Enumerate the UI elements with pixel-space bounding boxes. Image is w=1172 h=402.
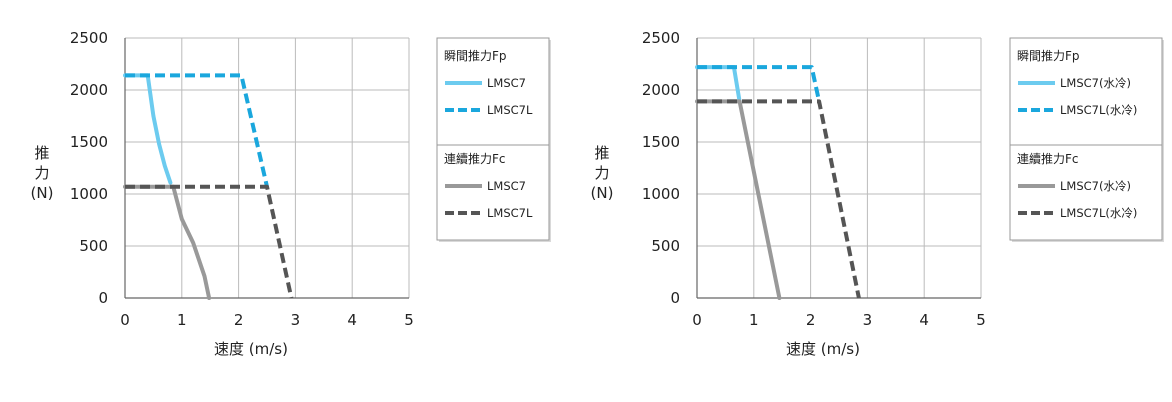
x-tick-label: 4 (919, 311, 929, 329)
x-tick-label: 5 (976, 311, 986, 329)
y-axis-title-line: 推 (594, 144, 609, 162)
y-axis-title-line: (N) (591, 184, 614, 202)
x-tick-label: 2 (234, 311, 244, 329)
x-tick-label: 1 (177, 311, 187, 329)
x-tick-label: 1 (749, 311, 759, 329)
legend-label: LMSC7(水冷) (1060, 76, 1131, 90)
x-tick-label: 3 (863, 311, 873, 329)
series-line (123, 73, 173, 185)
series-line (125, 184, 294, 299)
y-axis-title-line: 推 (34, 144, 49, 162)
legend-label: LMSC7L(水冷) (1060, 206, 1137, 220)
legend-group-title: 瞬間推力Fp (1017, 49, 1080, 63)
legend-group-title: 連續推力Fc (444, 151, 506, 166)
y-tick-label: 2000 (642, 81, 680, 99)
y-tick-label: 2500 (642, 29, 680, 47)
legend-box (436, 37, 550, 241)
series-line (123, 184, 212, 300)
y-axis-title-line: (N) (31, 184, 54, 202)
legend-group-title: 瞬間推力Fp (444, 49, 507, 63)
x-axis-title: 速度 (m/s) (214, 340, 288, 358)
legend: 瞬間推力Fp LMSC7(水冷) LMSC7L(水冷) 連續推力Fc LMSC7(水冷)… (1009, 37, 1164, 242)
y-tick-label: 0 (98, 289, 108, 307)
x-tick-label: 3 (291, 311, 301, 329)
series-line (697, 65, 822, 102)
x-axis-title: 速度 (m/s) (786, 340, 860, 358)
y-tick-label: 500 (79, 237, 108, 255)
legend-group-title: 連續推力Fc (1017, 151, 1079, 166)
legend-box (1009, 37, 1163, 241)
y-axis-title-line: 力 (34, 164, 49, 182)
x-tick-label: 0 (120, 311, 130, 329)
legend: 瞬間推力Fp LMSC7 LMSC7L 連續推力Fc LMSC7 LMSC7L (436, 37, 551, 242)
series-line (697, 99, 861, 299)
series-line (695, 99, 782, 300)
x-tick-label: 0 (692, 311, 702, 329)
y-tick-label: 1500 (642, 133, 680, 151)
y-tick-label: 1000 (70, 185, 108, 203)
y-tick-label: 2000 (70, 81, 108, 99)
legend-label: LMSC7L (487, 103, 533, 117)
x-tick-label: 5 (404, 311, 414, 329)
legend-label: LMSC7(水冷) (1060, 179, 1131, 193)
y-tick-label: 1000 (642, 185, 680, 203)
y-tick-label: 500 (651, 237, 680, 255)
legend-label: LMSC7 (487, 179, 526, 193)
y-tick-label: 1500 (70, 133, 108, 151)
series-line (695, 65, 742, 104)
y-tick-label: 2500 (70, 29, 108, 47)
legend-label: LMSC7L(水冷) (1060, 103, 1137, 117)
x-tick-label: 4 (347, 311, 357, 329)
legend-label: LMSC7L (487, 206, 533, 220)
legend-label: LMSC7 (487, 76, 526, 90)
y-axis-title-line: 力 (594, 164, 609, 182)
series-line (125, 73, 269, 188)
grid (696, 37, 982, 299)
grid (124, 37, 410, 299)
chart-left: 0 500 1000 1500 2000 2500 0 1 2 3 4 5 速度 (m/s) 推力 (N) 瞬… (31, 29, 551, 358)
x-tick-label: 2 (806, 311, 816, 329)
y-tick-label: 0 (670, 289, 680, 307)
chart-right: 0 500 1000 1500 2000 2500 0 1 2 3 4 5 速度 (m/s) 推力 (N) 瞬… (591, 29, 1164, 358)
